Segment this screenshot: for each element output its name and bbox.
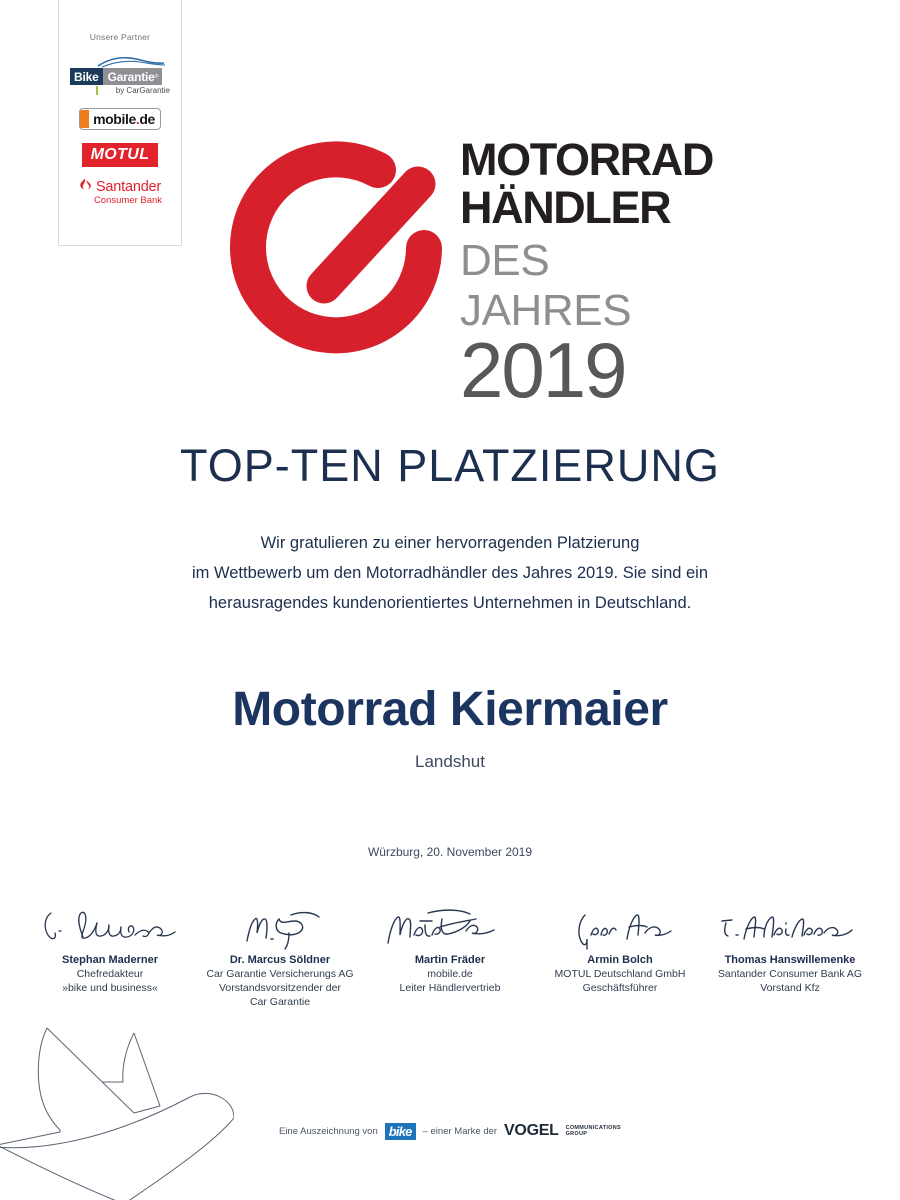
footer-bike-logo: bike <box>384 1122 416 1140</box>
footer: Eine Auszeichnung von bike – einer Marke… <box>0 1122 900 1140</box>
footer-vogel-subtitle-line-2: GROUP <box>565 1131 588 1137</box>
issue-date: Würzburg, 20. November 2019 <box>367 845 533 859</box>
award-wordmark: MOTORRAD HÄNDLER DES JAHRES 2019 <box>460 134 714 414</box>
signature-mark-icon <box>536 905 704 953</box>
partner-logo-santander: Santander Consumer Bank <box>78 177 162 206</box>
mobilede-text-a: mobile <box>93 111 136 127</box>
bikegarantie-garantie-label: Garantie <box>107 69 155 84</box>
signature-block: Armin Bolch MOTUL Deutschland GmbH Gesch… <box>536 905 704 995</box>
motul-wordmark: MOTUL <box>81 143 159 167</box>
signature-name: Dr. Marcus Söldner <box>229 954 331 966</box>
bikegarantie-bike-text: Bike <box>70 68 103 85</box>
signature-role-line: Chefredakteur <box>76 968 144 980</box>
signature-role-line: Car Garantie Versicherungs AG <box>206 968 354 980</box>
award-logo: MOTORRAD HÄNDLER DES JAHRES 2019 <box>228 136 714 409</box>
partner-logo-bikegarantie: Bike Garantie ® by CarGarantie <box>70 54 170 95</box>
mobilede-orange-square-icon <box>80 110 90 128</box>
mobilede-text-b: de <box>139 111 155 127</box>
page-title: TOP-TEN PLATZIERUNG <box>180 440 720 491</box>
santander-wordmark: Santander <box>78 177 162 196</box>
signature-role: Santander Consumer Bank AG Vorstand Kfz <box>706 967 874 995</box>
santander-name-text: Santander <box>95 178 162 195</box>
partner-panel-title: Unsere Partner <box>89 32 151 42</box>
signature-role: Car Garantie Versicherungs AG Vorstandsv… <box>196 967 364 1009</box>
footer-vogel-subtitle: COMMUNICATIONS GROUP <box>566 1125 621 1138</box>
motul-text: MOTUL <box>90 146 150 163</box>
signature-block: Thomas Hanswillemenke Santander Consumer… <box>706 905 874 995</box>
footer-middle-text: – einer Marke der <box>422 1125 498 1137</box>
signature-role-line: Leiter Händlervertrieb <box>399 982 501 994</box>
winner-city: Landshut <box>415 752 485 771</box>
signature-name: Martin Fräder <box>414 954 486 966</box>
signature-mark-icon <box>706 905 874 953</box>
signature-role: mobile.de Leiter Händlervertrieb <box>366 967 534 995</box>
signature-role-line: Vorstandsvorsitzender der <box>219 982 341 994</box>
signature-role-line: Santander Consumer Bank AG <box>717 968 863 980</box>
signature-role-line: Vorstand Kfz <box>760 982 820 994</box>
congratulation-line-3: herausragendes kundenorientiertes Untern… <box>208 594 692 612</box>
award-line-year: 2019 <box>460 326 628 414</box>
footer-prefix: Eine Auszeichnung von <box>278 1125 378 1137</box>
winner-name: Motorrad Kiermaier <box>232 683 668 736</box>
mobilede-text: mobile.de <box>93 111 155 127</box>
footer-vogel-wordmark: VOGEL <box>504 1122 559 1139</box>
footer-vogel-subtitle-line-1: COMMUNICATIONS <box>565 1124 621 1131</box>
signature-block: Martin Fräder mobile.de Leiter Händlerve… <box>366 905 534 995</box>
bikegarantie-garantie-text: Garantie ® <box>102 68 163 85</box>
signature-role: MOTUL Deutschland GmbH Geschäftsführer <box>536 967 704 995</box>
signature-role: Chefredakteur »bike und business« <box>26 967 194 995</box>
signature-mark-icon <box>26 905 194 953</box>
partner-panel: Unsere Partner Bike Garantie ® by CarGara… <box>58 0 182 246</box>
signature-name: Thomas Hanswillemenke <box>724 954 856 966</box>
congratulation-text: Wir gratulieren zu einer hervorragenden … <box>150 528 750 618</box>
signature-role-line: mobile.de <box>427 968 473 980</box>
footer-bike-logo-text: bike <box>388 1123 413 1139</box>
santander-flame-icon <box>78 177 92 196</box>
dove-watermark-icon <box>0 1012 235 1200</box>
mobilede-text-dot: . <box>135 111 140 127</box>
award-line-haendler: HÄNDLER <box>460 182 672 233</box>
partner-logo-motul: MOTUL <box>81 143 159 167</box>
signature-role-line: Car Garantie <box>249 996 311 1008</box>
bikegarantie-wordmark: Bike Garantie ® <box>70 68 170 85</box>
award-line-motorrad: MOTORRAD <box>460 134 714 185</box>
bikegarantie-subtitle: by CarGarantie <box>96 86 170 95</box>
santander-subtitle: Consumer Bank <box>93 195 163 206</box>
signature-mark-icon <box>366 905 534 953</box>
mobilede-wordmark: mobile.de <box>79 108 161 130</box>
signature-role-line: MOTUL Deutschland GmbH <box>554 968 686 980</box>
signature-name: Armin Bolch <box>587 954 653 966</box>
signature-mark-icon <box>196 905 364 953</box>
award-line-des-jahres: DES JAHRES <box>460 236 632 335</box>
signature-row: Stephan Maderner Chefredakteur »bike und… <box>26 905 874 1009</box>
signature-role-line: Geschäftsführer <box>582 982 658 994</box>
signature-block: Stephan Maderner Chefredakteur »bike und… <box>26 905 194 995</box>
congratulation-line-2: im Wettbewerb um den Motorradhändler des… <box>191 564 709 582</box>
signature-block: Dr. Marcus Söldner Car Garantie Versiche… <box>196 905 364 1009</box>
signature-name: Stephan Maderner <box>62 954 158 966</box>
bikegarantie-swoosh-icon <box>70 54 170 68</box>
partner-logo-mobilede: mobile.de <box>79 108 161 133</box>
signature-role-line: »bike und business« <box>62 982 158 994</box>
motorrad-haendler-ring-mark-icon <box>228 138 450 371</box>
registered-mark-icon: ® <box>154 73 159 80</box>
congratulation-line-1: Wir gratulieren zu einer hervorragenden … <box>260 534 640 552</box>
